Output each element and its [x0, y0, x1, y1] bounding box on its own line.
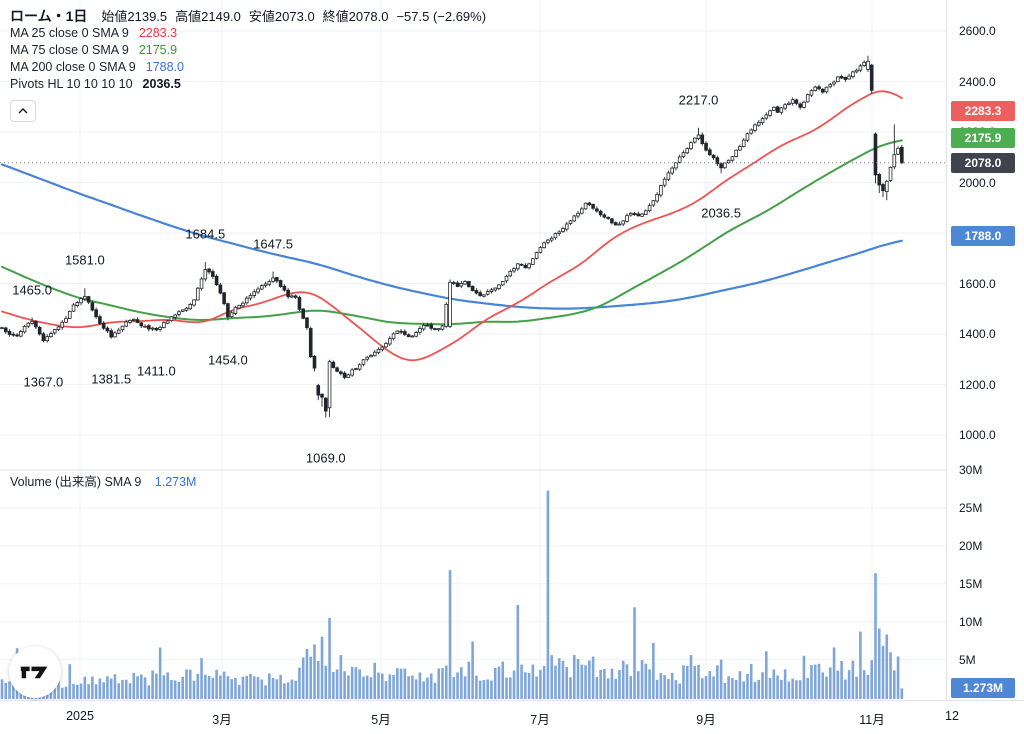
tradingview-logo[interactable]	[9, 646, 61, 698]
price-axis[interactable]: 2600.02400.02200.02000.01600.01400.01200…	[946, 0, 1024, 700]
volume-tick: 30M	[959, 463, 983, 478]
ma75-badge: 2175.9	[951, 128, 1015, 149]
pivot-label: 1367.0	[23, 374, 64, 390]
tradingview-logo-glyph	[20, 666, 48, 679]
time-tick: 7月	[530, 713, 550, 727]
pivot-label: 2036.5	[701, 205, 741, 221]
pivot-label: 1454.0	[208, 352, 248, 368]
volume-legend[interactable]: Volume (出来高) SMA 9 1.273M	[10, 471, 196, 490]
pivot-label: 1465.0	[12, 282, 52, 298]
last-price-badge: 2078.0	[951, 152, 1015, 173]
pivot-label: 2217.0	[678, 92, 719, 108]
time-tick: 9月	[696, 713, 716, 727]
legend-collapse-button[interactable]	[10, 100, 36, 122]
indicator-value: 2175.9	[138, 43, 178, 57]
ma25-badge: 2283.3	[951, 100, 1015, 121]
volume-tick: 20M	[959, 538, 983, 553]
volume-tick: 5M	[959, 652, 976, 667]
time-tick: 12	[945, 709, 959, 723]
indicator-value: 2283.3	[138, 26, 178, 40]
indicator-label: MA 75 close 0 SMA 9	[10, 43, 129, 57]
time-tick: 3月	[212, 713, 232, 727]
ohlc-segment: 安値2073.0	[248, 9, 315, 24]
change-value: −57.5 (−2.69%)	[396, 9, 487, 24]
legend-title-row: ローム・1日 始値2139.5 高値2149.0 安値2073.0 終値2078.0 …	[10, 6, 486, 26]
indicator-value: 2036.5	[142, 77, 181, 91]
legend-row-ma-75[interactable]: MA 75 close 0 SMA 9 2175.9	[10, 43, 486, 60]
ohlc-segment: 終値2078.0	[322, 9, 389, 24]
indicator-label: MA 200 close 0 SMA 9	[10, 60, 136, 74]
symbol-title[interactable]: ローム・1日	[10, 8, 88, 24]
legend-indicator-rows: MA 25 close 0 SMA 9 2283.3 MA 75 close 0 S…	[10, 26, 486, 94]
pivot-label: 1069.0	[305, 450, 346, 466]
symbol-legend: ローム・1日 始値2139.5 高値2149.0 安値2073.0 終値2078.0 …	[10, 6, 486, 122]
ohlc-values: 始値2139.5 高値2149.0 安値2073.0 終値2078.0	[101, 6, 396, 26]
pivot-label: 1581.0	[64, 252, 105, 268]
time-tick: 5月	[371, 713, 391, 727]
price-tick: 2400.0	[959, 74, 996, 89]
price-tick: 1600.0	[959, 276, 996, 291]
legend-row-pivots-hl[interactable]: Pivots HL 10 10 10 10 2036.5	[10, 77, 486, 94]
price-tick: 1000.0	[959, 428, 996, 442]
volume-tick: 10M	[959, 614, 983, 629]
time-axis[interactable]: 2025 3月 5月 7月 9月 11月 12	[0, 700, 1024, 734]
price-tick: 2600.0	[959, 24, 996, 38]
price-tick: 1400.0	[959, 327, 996, 341]
legend-row-ma-200[interactable]: MA 200 close 0 SMA 9 1788.0	[10, 60, 486, 77]
ma200-badge: 1788.0	[951, 226, 1015, 247]
indicator-label: Pivots HL 10 10 10 10	[10, 77, 133, 91]
pivot-label: 1381.5	[91, 371, 132, 387]
price-tick: 2000.0	[959, 175, 996, 190]
indicator-value: 1788.0	[145, 60, 184, 74]
volume-sma-value: 1.273M	[154, 475, 197, 489]
volume-label: Volume (出来高) SMA 9	[10, 475, 142, 489]
pivot-label: 1411.0	[136, 363, 176, 379]
time-tick: 2025	[66, 709, 94, 723]
ohlc-segment: 高値2149.0	[175, 9, 241, 24]
pivot-label: 1684.5	[185, 226, 226, 242]
volume-sma-badge: 1.273M	[951, 677, 1015, 698]
volume-tick: 15M	[959, 576, 983, 591]
ohlc-segment: 始値2139.5	[101, 9, 168, 24]
chevron-up-icon	[18, 108, 28, 114]
price-tick: 1200.0	[959, 377, 996, 392]
volume-tick: 25M	[959, 501, 983, 515]
time-tick: 11月	[859, 713, 885, 727]
pivot-label: 1647.5	[253, 236, 293, 251]
indicator-label: MA 25 close 0 SMA 9	[10, 26, 129, 40]
legend-row-ma-25[interactable]: MA 25 close 0 SMA 9 2283.3	[10, 26, 486, 43]
